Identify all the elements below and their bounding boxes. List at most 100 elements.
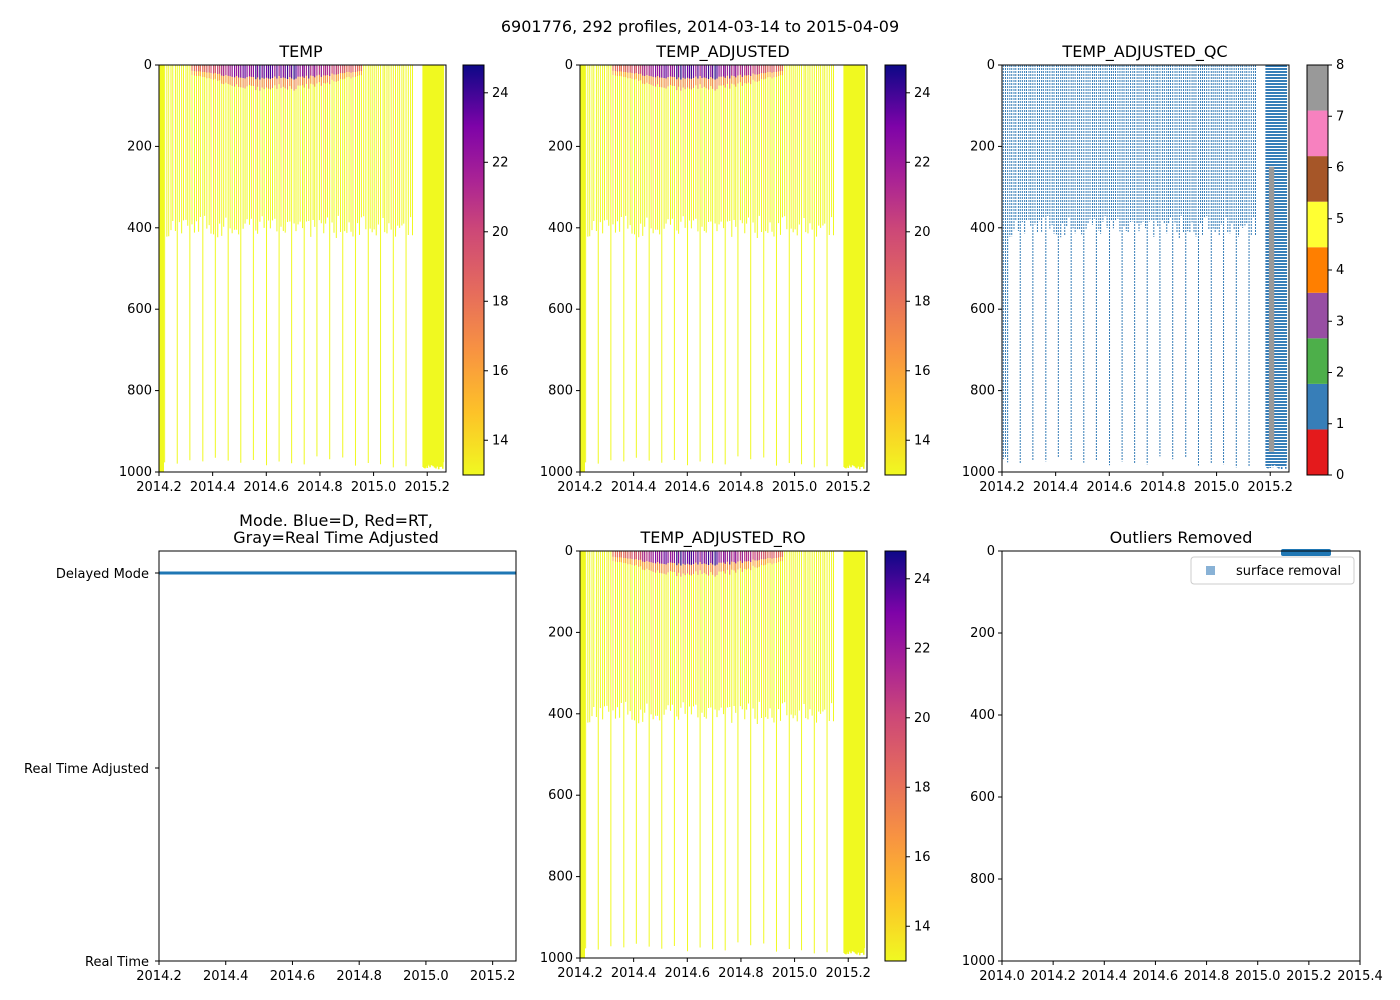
panel-temp-adjusted-ro-title: TEMP_ADJUSTED_RO	[639, 528, 805, 548]
legend: surface removal	[1190, 556, 1355, 585]
panel-temp-adjusted-ro-colorbar: 14 16 18 20 22 24	[884, 550, 931, 962]
colorbar-gradient	[884, 550, 907, 962]
panel-temp-colorbar: 14 16 18 20 22 24	[462, 64, 509, 476]
panel-outliers: Outliers Removed surface removal 2014.0 2…	[962, 528, 1383, 984]
panel-temp-adjusted-qc: TEMP_ADJUSTED_QC 2014.2 2014.4 2014.6 2014.…	[962, 42, 1344, 495]
left-edge-profile	[580, 65, 585, 472]
mode-category-label: Real Time	[85, 955, 149, 970]
panel-outliers-title: Outliers Removed	[1110, 528, 1253, 547]
x-tick-label: 2014.6	[665, 966, 711, 981]
y-tick-label: 600	[127, 302, 152, 317]
y-tick-label: 0	[987, 544, 995, 559]
qc-colorbar-segment	[1307, 247, 1328, 293]
x-tick-label: 2014.2	[557, 480, 603, 495]
x-tick-label: 2014.4	[611, 480, 657, 495]
x-tick-label: 2015.4	[1337, 969, 1383, 984]
colorbar-gradient	[462, 64, 485, 476]
y-tick-label: 0	[987, 58, 995, 73]
y-tick-label: 1000	[962, 954, 995, 969]
colorbar-tick-label: 24	[492, 86, 509, 101]
x-tick-label: 2014.6	[1133, 969, 1179, 984]
x-tick-label: 2014.8	[1140, 480, 1186, 495]
x-tick-label: 2014.6	[270, 969, 316, 984]
panel-outliers-frame	[1001, 550, 1361, 962]
y-tick-label: 800	[970, 384, 995, 399]
x-tick-label: 2014.8	[718, 480, 764, 495]
y-tick-label: 400	[548, 221, 573, 236]
x-tick-label: 2014.4	[611, 966, 657, 981]
colorbar-gradient	[884, 64, 907, 476]
y-tick-label: 1000	[119, 465, 152, 480]
colorbar-tick-label: 16	[492, 364, 509, 379]
qc-colorbar-segment	[1307, 110, 1328, 157]
qc-colorbar-segment	[1307, 292, 1328, 339]
colorbar-tick-label: 18	[492, 294, 509, 309]
qc-colorbar-segment	[1307, 201, 1328, 248]
y-tick-label: 400	[970, 221, 995, 236]
y-tick-label: 200	[970, 626, 995, 641]
x-tick-label: 2014.2	[557, 966, 603, 981]
colorbar-tick-label: 20	[914, 711, 931, 726]
panel-mode-frame	[158, 550, 517, 962]
y-tick-label: 200	[970, 139, 995, 154]
x-tick-label: 2015.0	[1194, 480, 1240, 495]
y-tick-label: 200	[127, 139, 152, 154]
y-tick-label: 600	[548, 302, 573, 317]
x-tick-label: 2014.2	[136, 480, 182, 495]
x-tick-label: 2014.2	[136, 969, 182, 984]
panel-temp: TEMP 2014.2 2014.4 2014.6 2014.8 2015.0 2015.…	[119, 42, 509, 495]
x-tick-label: 2015.2	[1247, 480, 1293, 495]
qc-colorbar-segment	[1307, 429, 1328, 475]
outlier-marker-surface-removal	[1281, 549, 1331, 556]
panel-temp-title: TEMP	[278, 42, 323, 61]
x-tick-label: 2015.0	[772, 966, 818, 981]
colorbar-tick-label: 18	[914, 780, 931, 795]
x-tick-label: 2014.4	[203, 969, 249, 984]
panel-temp-adjusted-ro-frame	[579, 550, 868, 959]
panel-temp-frame	[158, 64, 447, 473]
left-edge-profile	[580, 551, 585, 958]
colorbar-tick-label: 4	[1336, 263, 1344, 278]
y-tick-label: 400	[970, 708, 995, 723]
colorbar-tick-label: 1	[1336, 417, 1344, 432]
colorbar-tick-label: 24	[914, 572, 931, 587]
y-tick-label: 600	[970, 790, 995, 805]
panel-temp-adjusted-frame	[579, 64, 868, 473]
panel-temp-adjusted-ro: TEMP_ADJUSTED_RO 2014.2 2014.4 2014.6 2014.…	[540, 528, 931, 981]
panel-temp-plot	[159, 65, 445, 472]
colorbar-tick-label: 14	[914, 919, 931, 934]
x-tick-label: 2015.2	[825, 480, 871, 495]
y-tick-label: 200	[548, 139, 573, 154]
colorbar-tick-label: 20	[492, 225, 509, 240]
x-tick-label: 2015.0	[351, 480, 397, 495]
y-tick-label: 800	[127, 384, 152, 399]
panel-temp-adjusted: TEMP_ADJUSTED 2014.2 2014.4 2014.6 2014.8 20…	[540, 42, 931, 495]
x-tick-label: 2015.2	[825, 966, 871, 981]
mode-category-label: Delayed Mode	[56, 567, 149, 582]
colorbar-tick-label: 22	[492, 155, 509, 170]
left-edge-profile	[159, 65, 164, 472]
colorbar-tick-label: 14	[492, 433, 509, 448]
y-tick-label: 200	[548, 625, 573, 640]
y-tick-label: 0	[565, 58, 573, 73]
y-tick-label: 800	[548, 384, 573, 399]
y-tick-label: 800	[970, 872, 995, 887]
colorbar-tick-label: 16	[914, 850, 931, 865]
y-tick-label: 600	[970, 302, 995, 317]
colorbar-tick-label: 22	[914, 641, 931, 656]
y-tick-label: 800	[548, 870, 573, 885]
x-tick-label: 2014.8	[336, 969, 382, 984]
x-tick-label: 2014.8	[718, 966, 764, 981]
legend-box	[1190, 556, 1355, 585]
colorbar-tick-label: 24	[914, 86, 931, 101]
panel-temp-adjusted-plot	[580, 65, 866, 472]
colorbar-tick-label: 8	[1336, 58, 1344, 73]
y-tick-label: 600	[548, 788, 573, 803]
y-tick-label: 400	[548, 707, 573, 722]
x-tick-label: 2015.2	[1286, 969, 1332, 984]
x-tick-label: 2014.2	[1030, 969, 1076, 984]
x-tick-label: 2014.6	[244, 480, 290, 495]
colorbar-tick-label: 2	[1336, 366, 1344, 381]
colorbar-tick-label: 0	[1336, 468, 1344, 483]
